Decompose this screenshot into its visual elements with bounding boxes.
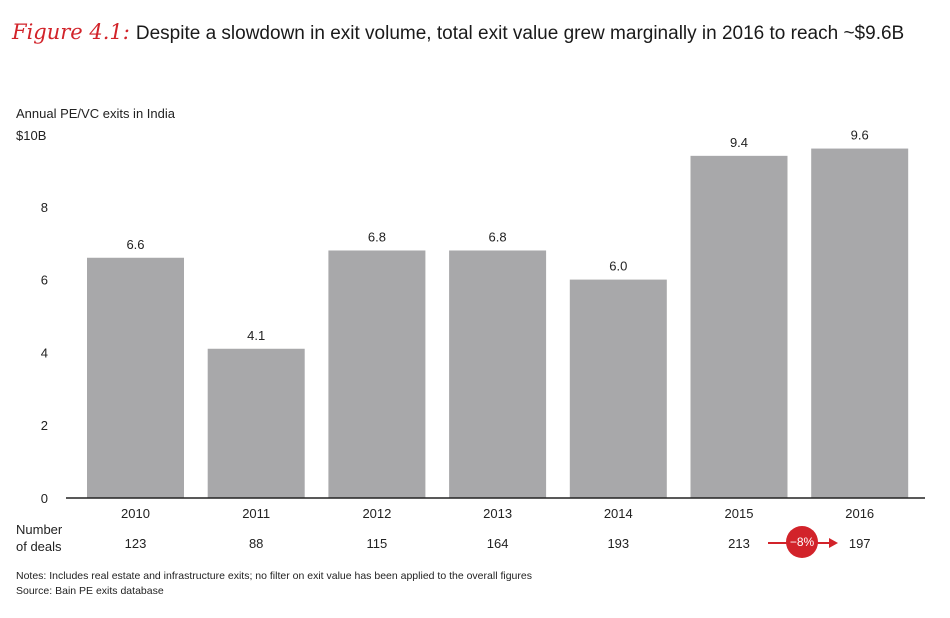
bar-value-label: 9.4 bbox=[730, 135, 748, 150]
y-tick-label: 6 bbox=[41, 273, 48, 288]
chart-title: Figure 4.1: Despite a slowdown in exit vo… bbox=[12, 20, 904, 45]
x-tick-label: 2013 bbox=[483, 506, 512, 521]
notes: Notes: Includes real estate and infrastr… bbox=[16, 569, 532, 599]
bar-value-label: 6.0 bbox=[609, 259, 627, 274]
y-tick-label: 4 bbox=[41, 345, 48, 360]
deals-row-label: Number of deals bbox=[16, 521, 62, 555]
title-text: Despite a slowdown in exit volume, total… bbox=[135, 23, 905, 44]
x-tick-label: 2011 bbox=[242, 506, 270, 521]
deal-count: 123 bbox=[125, 536, 147, 551]
bar-value-label: 9.6 bbox=[851, 128, 869, 143]
y-axis-label: Annual PE/VC exits in India bbox=[16, 106, 175, 121]
bar-2011 bbox=[207, 348, 305, 498]
x-tick-label: 2014 bbox=[604, 506, 633, 521]
y-tick-label: 8 bbox=[41, 200, 48, 215]
bar-2016 bbox=[811, 148, 909, 498]
deals-label-line1: Number bbox=[16, 522, 63, 537]
bar-2014 bbox=[569, 279, 667, 498]
bar-2015 bbox=[690, 155, 788, 498]
deal-count: 213 bbox=[728, 536, 750, 551]
bar-value-label: 4.1 bbox=[247, 328, 265, 343]
x-tick-label: 2010 bbox=[121, 506, 150, 521]
x-tick-label: 2012 bbox=[362, 506, 391, 521]
bar-2012 bbox=[328, 250, 426, 498]
deal-count: 164 bbox=[487, 536, 509, 551]
bar-value-label: 6.6 bbox=[126, 237, 144, 252]
deal-change-badge: −8% bbox=[786, 526, 818, 558]
figure-label: Figure 4.1: bbox=[12, 20, 130, 44]
deal-count: 115 bbox=[367, 536, 388, 551]
source-line: Source: Bain PE exits database bbox=[16, 585, 164, 597]
x-tick-label: 2016 bbox=[845, 506, 874, 521]
deal-count: 193 bbox=[607, 536, 629, 551]
x-tick-label: 2015 bbox=[725, 506, 754, 521]
bar-value-label: 6.8 bbox=[368, 229, 386, 244]
change-arrow-head bbox=[829, 538, 838, 548]
y-tick-label: 0 bbox=[41, 491, 48, 506]
deal-count: 88 bbox=[249, 536, 263, 551]
notes-line: Notes: Includes real estate and infrastr… bbox=[16, 570, 532, 582]
bar-2010 bbox=[87, 257, 184, 498]
bar-value-label: 6.8 bbox=[489, 229, 507, 244]
bar-2013 bbox=[449, 250, 547, 498]
y-tick-label: 2 bbox=[41, 418, 48, 433]
deal-count: 197 bbox=[849, 536, 871, 551]
deals-label-line2: of deals bbox=[16, 539, 62, 554]
y-unit-label: $10B bbox=[16, 128, 47, 143]
